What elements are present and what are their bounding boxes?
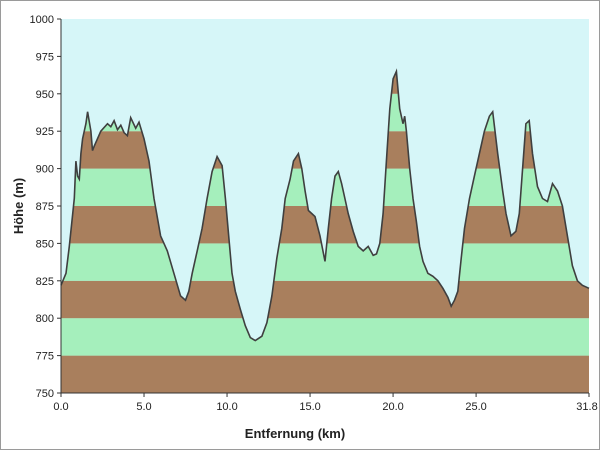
x-tick-label: 10.0	[216, 401, 237, 413]
x-axis-title: Entfernung (km)	[245, 426, 345, 441]
elevation-band	[61, 280, 589, 319]
elevation-band	[61, 318, 589, 356]
y-tick-label: 875	[36, 201, 54, 213]
y-tick-label: 825	[36, 276, 54, 288]
x-tick-label: 31.8	[576, 401, 597, 413]
y-tick-label: 925	[36, 126, 54, 138]
y-tick-label: 950	[36, 89, 54, 101]
x-tick-label: 5.0	[136, 401, 151, 413]
x-axis-ticks: 0.0 5.0 10.0 15.0 20.0 25.0 31.8	[53, 393, 598, 413]
y-tick-label: 975	[36, 51, 54, 63]
y-tick-label: 750	[36, 388, 54, 400]
y-tick-label: 800	[36, 313, 54, 325]
y-tick-label: 775	[36, 351, 54, 363]
x-tick-label: 0.0	[53, 401, 68, 413]
y-tick-label: 1000	[30, 14, 54, 26]
elevation-profile-line	[60, 68, 590, 342]
y-axis-title: Höhe (m)	[11, 178, 26, 234]
x-tick-label: 15.0	[299, 401, 320, 413]
y-tick-label: 850	[36, 238, 54, 250]
x-tick-label: 25.0	[465, 401, 486, 413]
y-tick-label: 900	[36, 164, 54, 176]
elevation-band	[61, 355, 589, 393]
y-axis-ticks: 750 775 800 825 850 875 900 925 950 975 1000	[30, 14, 61, 400]
x-tick-label: 20.0	[382, 401, 403, 413]
